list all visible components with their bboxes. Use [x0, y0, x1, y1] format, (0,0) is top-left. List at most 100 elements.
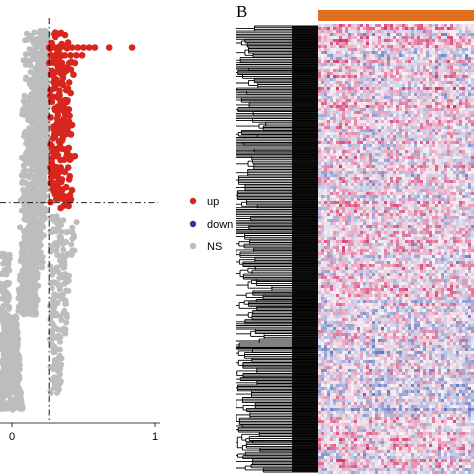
heatmap-cell: [354, 90, 358, 94]
heatmap-cell: [429, 42, 433, 46]
heatmap-cell: [330, 126, 334, 130]
heatmap-cell: [372, 69, 376, 73]
heatmap-cell: [444, 48, 448, 52]
heatmap-cell: [411, 90, 415, 94]
heatmap-cell: [354, 60, 358, 64]
heatmap-cell: [387, 105, 391, 109]
heatmap-cell: [342, 42, 346, 46]
heatmap-cell: [438, 135, 442, 139]
heatmap-cell: [429, 144, 433, 148]
heatmap-cell: [441, 39, 445, 43]
heatmap-cell: [471, 117, 474, 121]
heatmap-cell: [447, 54, 451, 58]
ns-point: [58, 327, 65, 334]
heatmap-cell: [333, 33, 337, 37]
heatmap-cell: [459, 141, 463, 145]
ns-point: [32, 183, 39, 190]
heatmap-cell: [336, 135, 340, 139]
heatmap-cell: [348, 105, 352, 109]
heatmap-cell: [318, 105, 322, 109]
heatmap-cell: [324, 75, 328, 79]
heatmap-cell: [351, 84, 355, 88]
heatmap-cell: [459, 27, 463, 31]
heatmap-cell: [450, 54, 454, 58]
heatmap-cell: [351, 27, 355, 31]
heatmap-cell: [432, 87, 436, 91]
heatmap-cell: [453, 84, 457, 88]
heatmap-cell: [318, 72, 322, 76]
heatmap-cell: [444, 45, 448, 49]
heatmap-cell: [366, 99, 370, 103]
heatmap-cell: [333, 114, 337, 118]
heatmap-cell: [372, 87, 376, 91]
heatmap-cell: [441, 117, 445, 121]
heatmap-cell: [333, 90, 337, 94]
heatmap-cell: [438, 27, 442, 31]
heatmap-cell: [426, 45, 430, 49]
heatmap-cell: [438, 39, 442, 43]
heatmap-cell: [432, 51, 436, 55]
heatmap-cell: [420, 87, 424, 91]
heatmap-cell: [321, 36, 325, 40]
heatmap-cell: [423, 24, 427, 28]
heatmap-cell: [324, 69, 328, 73]
heatmap-cell: [426, 135, 430, 139]
heatmap-cell: [417, 135, 421, 139]
up-point: [52, 146, 60, 153]
heatmap-cell: [354, 72, 358, 76]
up-point: [67, 52, 74, 59]
heatmap-cell: [459, 123, 463, 127]
heatmap-cell: [420, 78, 424, 82]
heatmap-cell: [450, 141, 454, 145]
heatmap-cell: [414, 48, 418, 52]
heatmap-cell: [429, 75, 433, 79]
heatmap-cell: [342, 81, 346, 85]
heatmap-cell: [441, 120, 445, 124]
heatmap-cell: [450, 57, 454, 61]
heatmap-cell: [366, 141, 370, 145]
heatmap-cell: [459, 144, 463, 148]
heatmap-cell: [360, 144, 364, 148]
heatmap-cell: [423, 120, 427, 124]
heatmap-cell: [363, 45, 367, 49]
heatmap-cell: [411, 96, 415, 100]
heatmap-cell: [396, 96, 400, 100]
heatmap-cell: [384, 120, 388, 124]
heatmap-cell: [390, 138, 394, 142]
heatmap-cell: [453, 72, 457, 76]
heatmap-cell: [438, 48, 442, 52]
heatmap-cell: [453, 114, 457, 118]
heatmap-cell: [378, 39, 382, 43]
heatmap-cell: [384, 33, 388, 37]
heatmap-cell: [330, 123, 334, 127]
heatmap-cell: [438, 81, 442, 85]
heatmap-cell: [435, 75, 439, 79]
heatmap-cell: [357, 141, 361, 145]
heatmap-cell: [420, 126, 424, 130]
heatmap-cell: [318, 117, 322, 121]
heatmap-cell: [420, 117, 424, 121]
ns-point: [0, 312, 6, 319]
heatmap-cell: [333, 138, 337, 142]
heatmap-cell: [465, 45, 469, 49]
heatmap-cell: [459, 129, 463, 133]
heatmap-cell: [351, 132, 355, 136]
heatmap-cell: [471, 123, 474, 127]
heatmap-cell: [384, 144, 388, 148]
heatmap-cell: [402, 132, 406, 136]
heatmap-cell: [441, 102, 445, 106]
heatmap-cell: [402, 99, 406, 103]
heatmap-cell: [432, 90, 436, 94]
heatmap-cell: [429, 102, 433, 106]
heatmap-cell: [465, 78, 469, 82]
heatmap-cell: [384, 36, 388, 40]
heatmap-cell: [429, 138, 433, 142]
heatmap-cell: [426, 99, 430, 103]
heatmap-cell: [402, 126, 406, 130]
heatmap-cell: [369, 42, 373, 46]
up-point: [66, 172, 74, 180]
heatmap-cell: [462, 42, 466, 46]
up-points: [45, 29, 136, 212]
heatmap-cell: [465, 132, 469, 136]
heatmap-cell: [423, 93, 427, 97]
